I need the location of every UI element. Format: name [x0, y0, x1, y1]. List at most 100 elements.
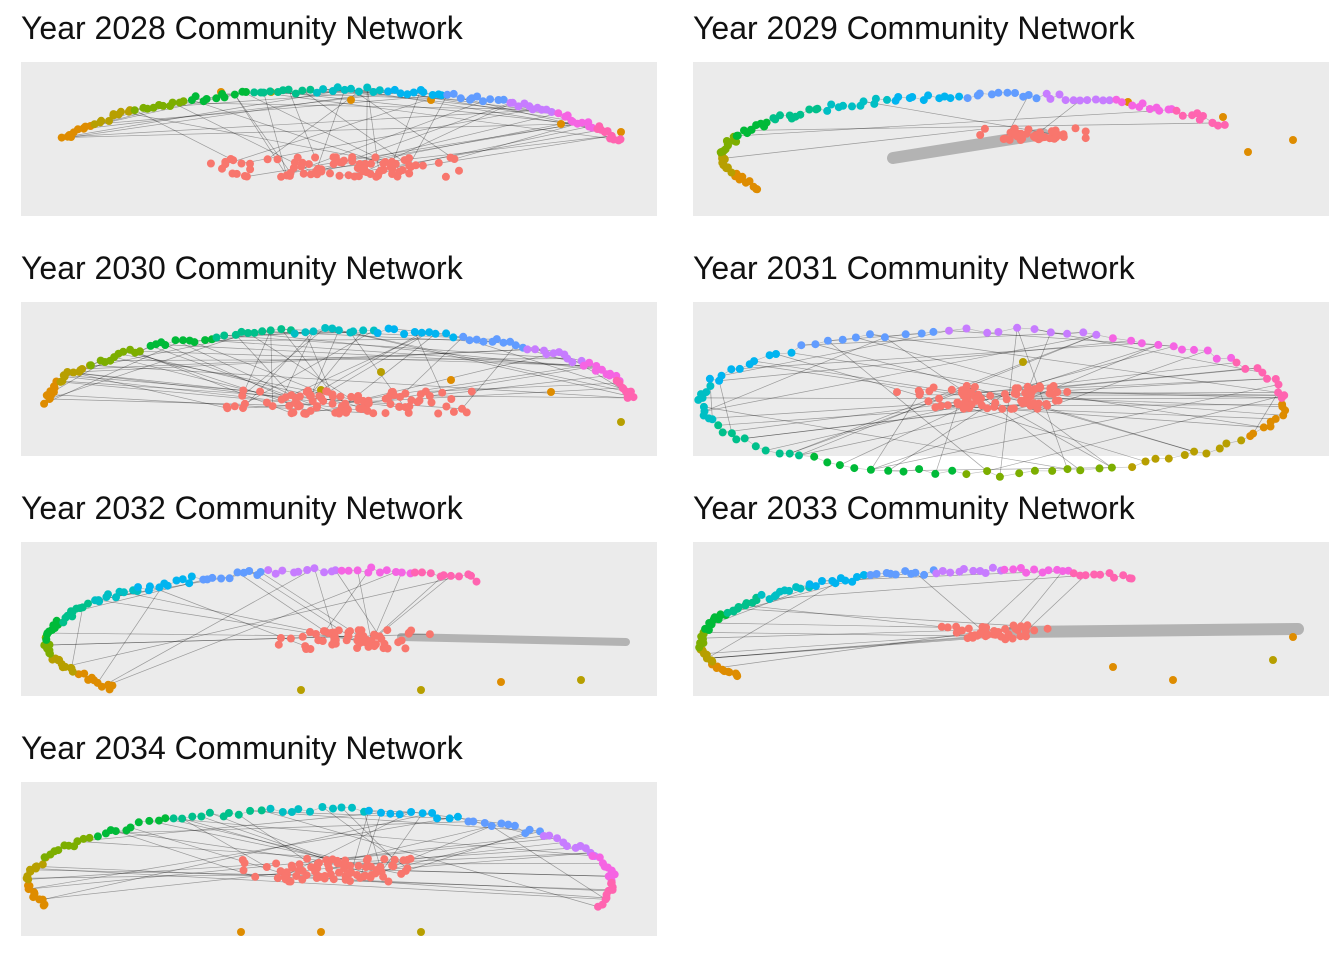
node — [629, 393, 638, 402]
node — [1011, 624, 1020, 633]
node — [437, 91, 446, 100]
node — [250, 328, 259, 337]
node — [401, 644, 410, 653]
node — [547, 108, 556, 116]
node — [419, 88, 428, 97]
node-group — [716, 88, 1297, 194]
node — [370, 642, 379, 651]
node — [73, 837, 82, 846]
edge — [789, 334, 1097, 454]
edge — [310, 330, 364, 396]
node — [403, 855, 412, 864]
node — [58, 663, 67, 672]
node — [239, 404, 247, 413]
network-graph — [694, 323, 1290, 481]
node — [421, 387, 430, 396]
node — [328, 390, 337, 399]
node — [407, 808, 416, 816]
node — [605, 371, 614, 380]
node — [577, 676, 585, 684]
plot-background — [693, 302, 1329, 456]
node — [720, 667, 729, 676]
node — [294, 805, 303, 814]
edge — [62, 576, 460, 668]
edge — [90, 364, 628, 399]
edge — [870, 392, 921, 470]
node — [818, 577, 826, 585]
edge — [135, 352, 299, 407]
node — [1203, 346, 1212, 355]
node — [411, 161, 420, 170]
node — [1108, 334, 1117, 343]
node — [1092, 330, 1101, 339]
node — [1081, 571, 1090, 580]
edge — [1034, 328, 1263, 373]
node — [827, 100, 836, 109]
node — [785, 449, 794, 458]
edge — [49, 398, 300, 407]
edge-group — [43, 327, 634, 414]
node — [1215, 444, 1224, 453]
edge — [244, 330, 375, 405]
node — [364, 399, 373, 408]
node — [324, 629, 333, 638]
edge — [801, 332, 1084, 346]
node — [347, 392, 356, 401]
network-graph — [40, 324, 638, 426]
node — [145, 582, 154, 591]
node — [336, 392, 345, 401]
node — [946, 568, 955, 577]
node — [948, 466, 957, 475]
node — [1277, 393, 1286, 402]
node — [1032, 94, 1041, 103]
node — [86, 361, 95, 370]
edge — [44, 636, 349, 646]
node — [1063, 388, 1072, 396]
node — [31, 862, 40, 871]
node — [297, 686, 305, 694]
node — [1063, 465, 1072, 474]
node — [1154, 340, 1163, 349]
node — [750, 357, 759, 366]
node — [104, 680, 113, 689]
node — [369, 88, 378, 96]
node — [1169, 342, 1178, 351]
edge-group — [26, 806, 615, 908]
node — [955, 92, 964, 101]
node — [220, 331, 229, 340]
node — [266, 87, 275, 96]
node — [84, 675, 93, 684]
node — [741, 601, 750, 610]
edge — [338, 329, 634, 398]
node — [395, 402, 404, 411]
node — [872, 570, 881, 578]
node — [722, 137, 731, 145]
node — [380, 855, 389, 864]
edge — [71, 607, 84, 669]
edge — [175, 339, 292, 396]
node — [277, 325, 286, 334]
node — [314, 636, 323, 645]
node — [306, 390, 315, 399]
node — [290, 329, 299, 338]
node — [286, 634, 295, 643]
network-graph — [22, 803, 619, 936]
node — [328, 399, 337, 408]
node — [449, 333, 458, 342]
edge — [405, 832, 526, 872]
node — [344, 566, 353, 575]
node — [741, 178, 750, 187]
node — [623, 392, 632, 401]
node — [449, 407, 458, 416]
node — [405, 169, 414, 178]
node — [354, 87, 363, 96]
node — [1127, 574, 1136, 583]
node — [1289, 136, 1297, 144]
node — [706, 382, 715, 390]
node — [811, 340, 820, 349]
node — [426, 569, 435, 578]
node — [924, 397, 933, 406]
node — [499, 338, 508, 347]
node — [246, 165, 255, 174]
node — [381, 158, 390, 166]
